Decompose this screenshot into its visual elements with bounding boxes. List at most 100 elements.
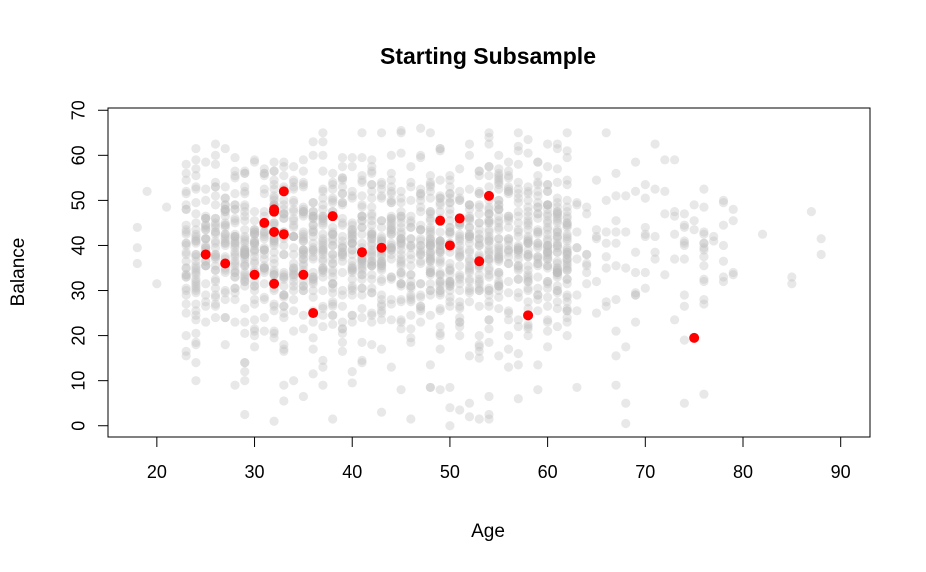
- background-point: [445, 227, 455, 237]
- background-point: [396, 229, 406, 239]
- background-point: [552, 258, 562, 269]
- background-point: [357, 303, 367, 314]
- background-point: [455, 249, 465, 260]
- background-point: [474, 238, 484, 248]
- background-point: [513, 261, 523, 271]
- background-point: [347, 234, 357, 244]
- background-point: [259, 279, 269, 289]
- background-point: [474, 200, 484, 210]
- background-point: [435, 245, 445, 255]
- background-point: [494, 204, 504, 215]
- subsample-point-6: [269, 226, 280, 237]
- background-point: [455, 236, 465, 246]
- background-point: [240, 216, 250, 226]
- background-point: [396, 218, 406, 228]
- background-point: [279, 157, 289, 167]
- background-point: [328, 414, 338, 424]
- background-point: [357, 265, 367, 275]
- background-point: [240, 238, 250, 248]
- background-point: [464, 283, 475, 293]
- background-point: [308, 220, 318, 230]
- background-point: [367, 249, 377, 260]
- background-point: [269, 175, 279, 185]
- background-point: [416, 317, 426, 327]
- background-point: [464, 231, 475, 242]
- background-point: [220, 207, 230, 217]
- background-point: [757, 229, 768, 239]
- background-point: [435, 258, 445, 269]
- background-point: [181, 238, 191, 248]
- background-point: [689, 216, 699, 226]
- background-point: [601, 238, 611, 248]
- background-point: [347, 234, 357, 244]
- background-point: [347, 367, 357, 377]
- background-point: [396, 281, 406, 291]
- background-point: [240, 252, 250, 262]
- background-point: [357, 200, 367, 210]
- background-point: [337, 252, 348, 262]
- background-point: [328, 198, 338, 208]
- background-point: [689, 225, 699, 235]
- background-point: [328, 297, 338, 307]
- background-point: [298, 231, 308, 242]
- background-point: [191, 274, 201, 284]
- background-point: [269, 166, 279, 176]
- background-point: [484, 285, 494, 296]
- background-point: [464, 229, 475, 239]
- background-point: [249, 252, 260, 262]
- background-point: [269, 238, 279, 248]
- background-point: [269, 236, 279, 246]
- background-point: [552, 267, 562, 278]
- background-point: [396, 234, 406, 244]
- background-point: [308, 225, 318, 235]
- subsample-point-3: [259, 217, 270, 228]
- background-point: [259, 265, 269, 275]
- background-point: [230, 258, 240, 269]
- background-point: [328, 310, 338, 320]
- background-point: [210, 213, 221, 224]
- background-point: [435, 276, 445, 287]
- background-point: [416, 189, 426, 199]
- background-point: [464, 285, 475, 296]
- background-point: [494, 267, 504, 278]
- background-point: [611, 191, 621, 201]
- background-point: [543, 276, 553, 287]
- background-point: [357, 211, 367, 221]
- background-point: [543, 315, 553, 325]
- background-point: [513, 198, 523, 208]
- background-point: [367, 261, 377, 271]
- background-point: [660, 155, 670, 165]
- background-point: [494, 279, 504, 289]
- background-point: [347, 218, 357, 228]
- background-point: [357, 202, 367, 212]
- background-point: [591, 231, 602, 242]
- background-point: [318, 247, 328, 257]
- background-point: [240, 225, 250, 235]
- background-point: [728, 267, 738, 278]
- background-point: [474, 189, 484, 199]
- background-point: [533, 258, 543, 269]
- background-point: [318, 184, 328, 194]
- background-point: [562, 231, 572, 242]
- background-point: [562, 146, 572, 156]
- background-point: [298, 310, 308, 320]
- background-point: [308, 137, 318, 147]
- background-point: [181, 220, 191, 230]
- background-point: [210, 150, 221, 160]
- background-point: [269, 247, 279, 257]
- background-point: [494, 247, 504, 257]
- subsample-point-12: [327, 211, 338, 222]
- background-point: [464, 234, 475, 244]
- background-point: [181, 225, 191, 235]
- background-point: [679, 236, 689, 246]
- x-axis: 20 30 40 50 60 70 80 90: [147, 437, 851, 482]
- background-point: [367, 340, 377, 350]
- background-point: [474, 218, 484, 228]
- background-point: [503, 258, 514, 269]
- background-point: [533, 227, 543, 237]
- background-point: [181, 263, 191, 273]
- background-point: [328, 319, 338, 329]
- background-point: [279, 290, 289, 300]
- background-point: [357, 358, 367, 368]
- background-point: [347, 290, 357, 300]
